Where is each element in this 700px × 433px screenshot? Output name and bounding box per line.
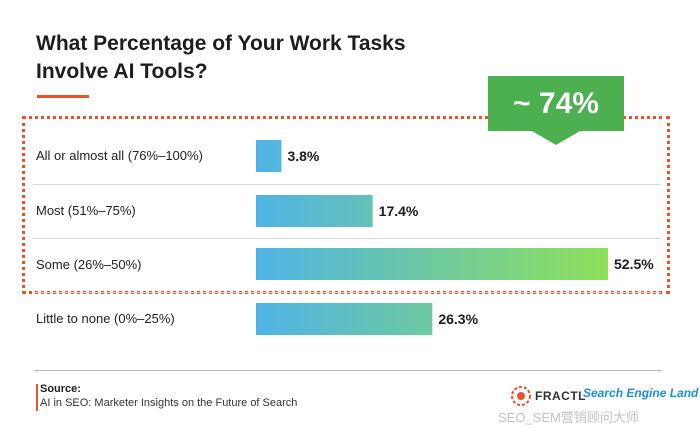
watermark: SEO_SEM营销顾问大师 — [498, 410, 639, 425]
bar — [256, 140, 282, 172]
fractl-logo: FRACTL — [510, 385, 586, 407]
source-title: Source: — [40, 383, 81, 395]
fractl-icon — [511, 386, 531, 406]
category-label: Little to none (0%–25%) — [36, 311, 175, 326]
callout-badge: ~ 74% — [488, 76, 624, 131]
bar-value-label: 3.8% — [287, 148, 319, 164]
row-divider — [33, 292, 661, 293]
row-divider — [33, 184, 661, 185]
category-label: Some (26%–50%) — [36, 257, 142, 272]
fractl-logo-text: FRACTL — [535, 389, 586, 403]
bar — [256, 248, 608, 280]
category-label: Most (51%–75%) — [36, 203, 136, 218]
category-label: All or almost all (76%–100%) — [36, 148, 203, 163]
bar-value-label: 17.4% — [379, 203, 419, 219]
callout-arrow-icon — [532, 131, 580, 145]
source-accent — [36, 384, 38, 411]
bar — [256, 303, 433, 335]
row-divider — [33, 238, 661, 239]
source-text: AI in SEO: Marketer Insights on the Futu… — [40, 397, 298, 409]
search-engine-land-logo: Search Engine Land — [583, 386, 699, 400]
footer-divider — [34, 370, 662, 371]
bar-value-label: 52.5% — [614, 256, 654, 272]
title-underline — [37, 95, 89, 98]
bar — [256, 195, 373, 227]
chart-title: What Percentage of Your Work Tasks Invol… — [36, 32, 406, 83]
bar-value-label: 26.3% — [438, 311, 478, 327]
